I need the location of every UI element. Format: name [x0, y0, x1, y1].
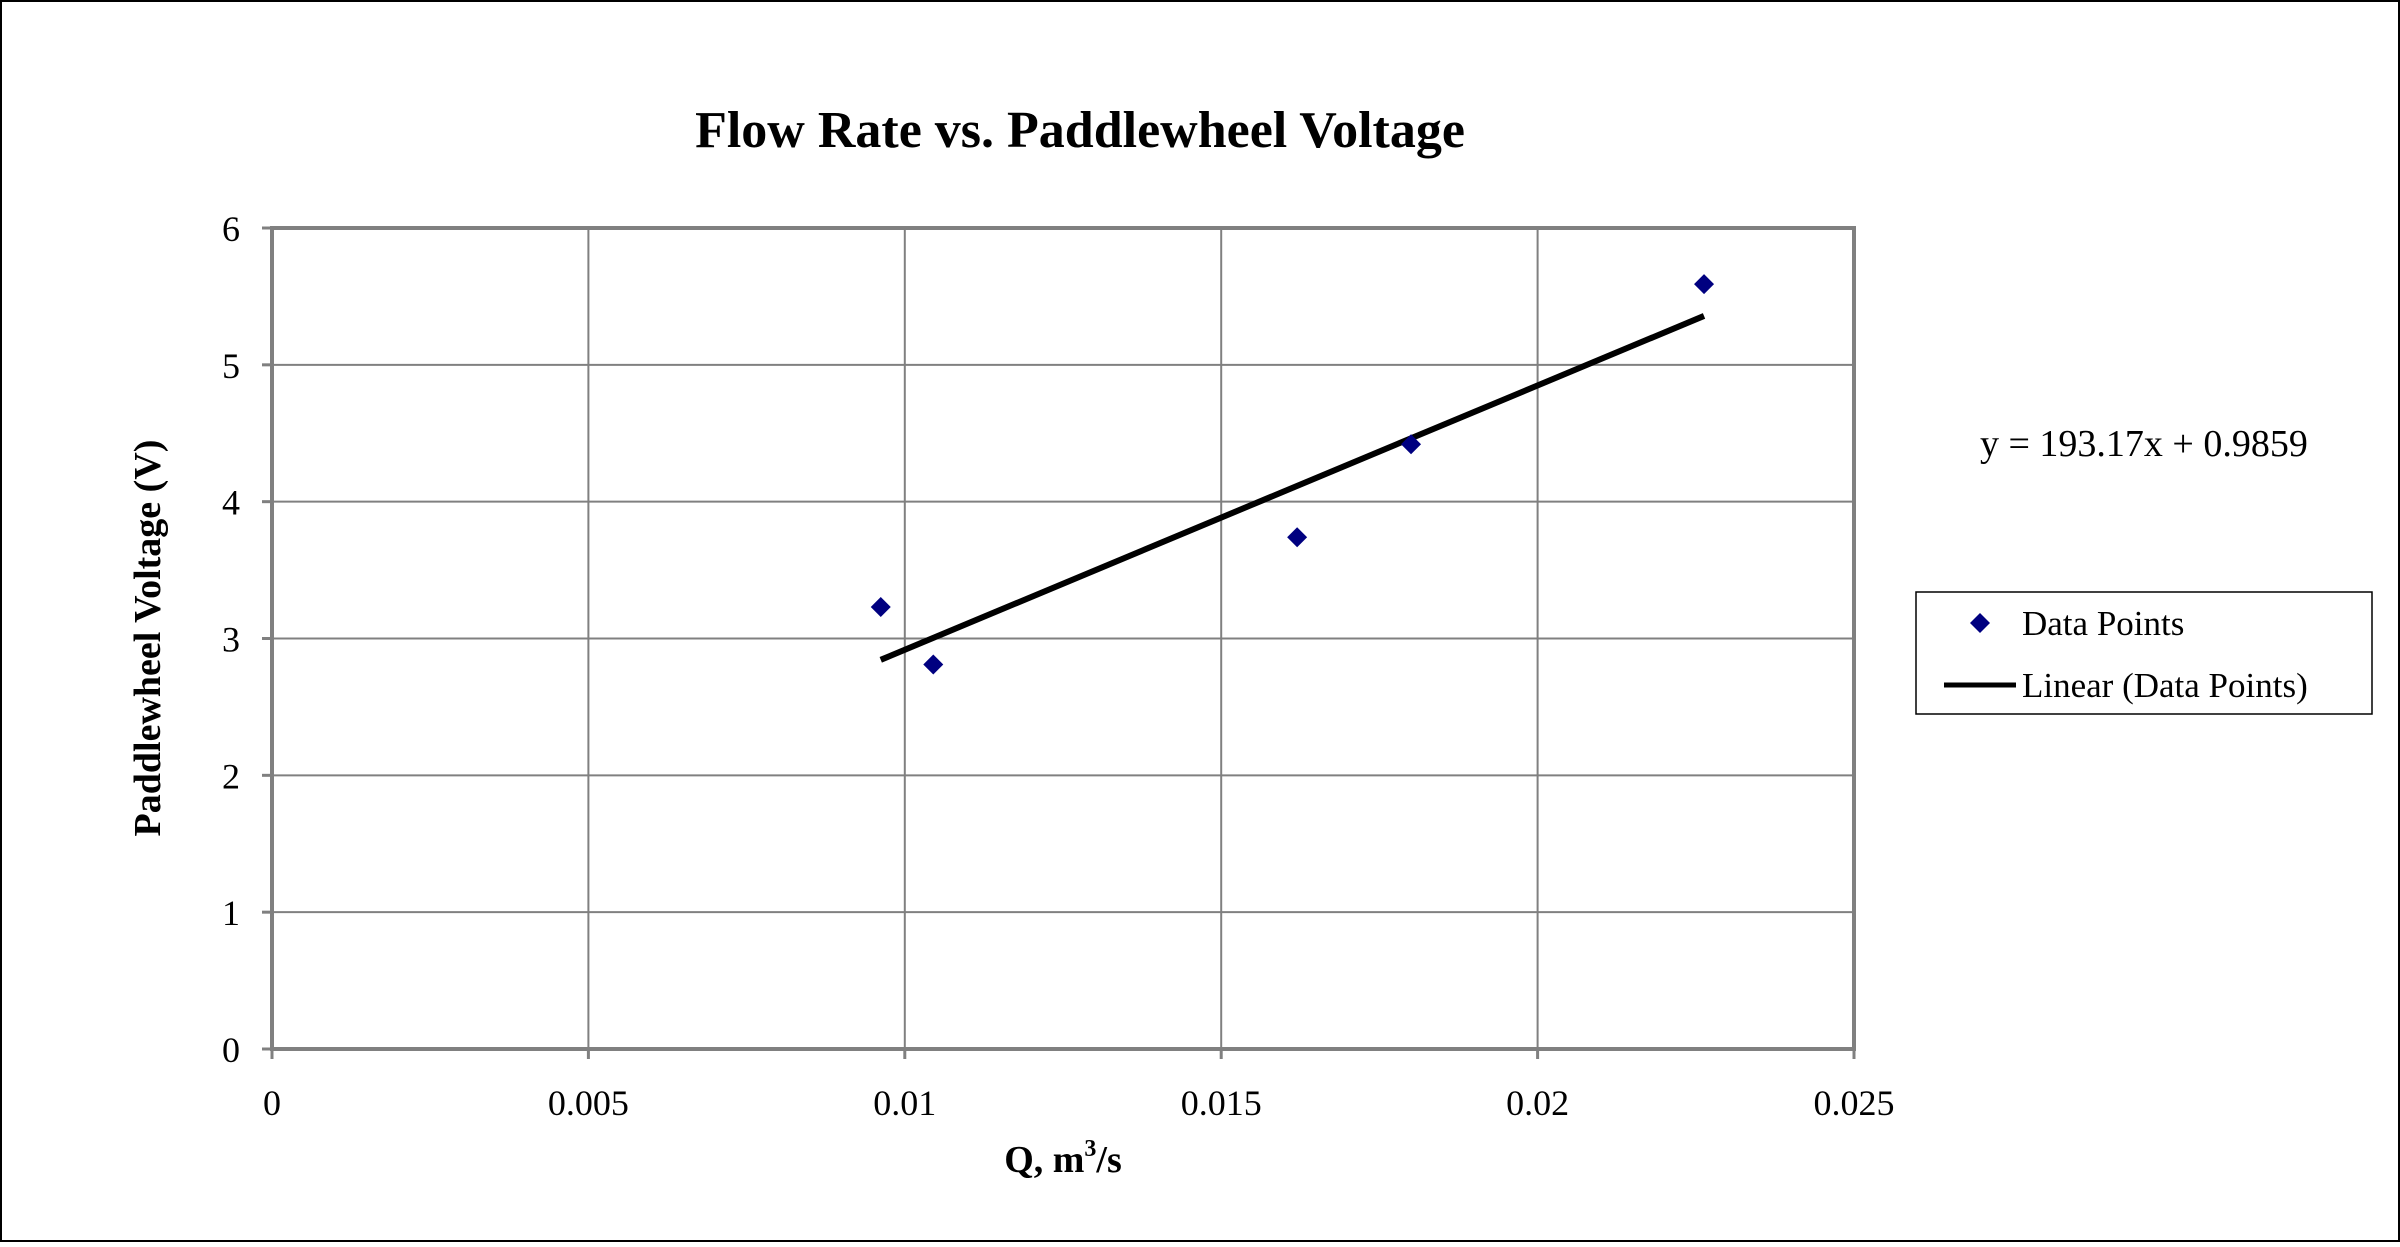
x-tick-label: 0.01 [873, 1083, 936, 1123]
x-axis-title-main: Q, m [1004, 1139, 1084, 1181]
y-tick-label: 5 [222, 346, 240, 386]
y-axis-title: Paddlewheel Voltage (V) [127, 440, 169, 837]
y-tick-label: 4 [222, 483, 240, 523]
x-tick-label: 0 [263, 1083, 281, 1123]
data-points [870, 274, 1715, 675]
tick-labels: 0 0.005 0.01 0.015 0.02 0.025 0 1 2 3 4 5 6 [222, 209, 1895, 1123]
data-point [1287, 527, 1308, 548]
legend-marker-data-points [1970, 613, 1990, 633]
y-tick-label: 1 [222, 893, 240, 933]
x-tick-label: 0.005 [548, 1083, 629, 1123]
legend: Data Points Linear (Data Points) [1915, 591, 2373, 715]
y-tick-label: 0 [222, 1030, 240, 1070]
x-axis-title-suffix: /s [1095, 1139, 1121, 1181]
trendline [879, 313, 1706, 663]
y-tick-label: 6 [222, 209, 240, 249]
data-point [1401, 434, 1422, 455]
x-axis-title-superscript: 3 [1084, 1136, 1096, 1162]
x-tick-label: 0.02 [1506, 1083, 1569, 1123]
y-tick-label: 2 [222, 756, 240, 796]
data-point [923, 654, 944, 675]
chart-title: Flow Rate vs. Paddlewheel Voltage [695, 102, 1465, 159]
x-tick-label: 0.015 [1181, 1083, 1262, 1123]
y-tick-label: 3 [222, 620, 240, 660]
trendline-equation: y = 193.17x + 0.9859 [1980, 423, 2308, 465]
axes [262, 226, 1856, 1059]
data-point [1694, 274, 1715, 295]
trendline-group [879, 313, 1706, 663]
data-point [870, 597, 891, 618]
x-tick-label: 0.025 [1814, 1083, 1895, 1123]
legend-label-data-points: Data Points [2022, 604, 2184, 643]
legend-box [1915, 591, 2373, 715]
legend-label-trendline: Linear (Data Points) [2022, 666, 2308, 705]
x-axis-title: Q, m3/s [1004, 1136, 1122, 1181]
